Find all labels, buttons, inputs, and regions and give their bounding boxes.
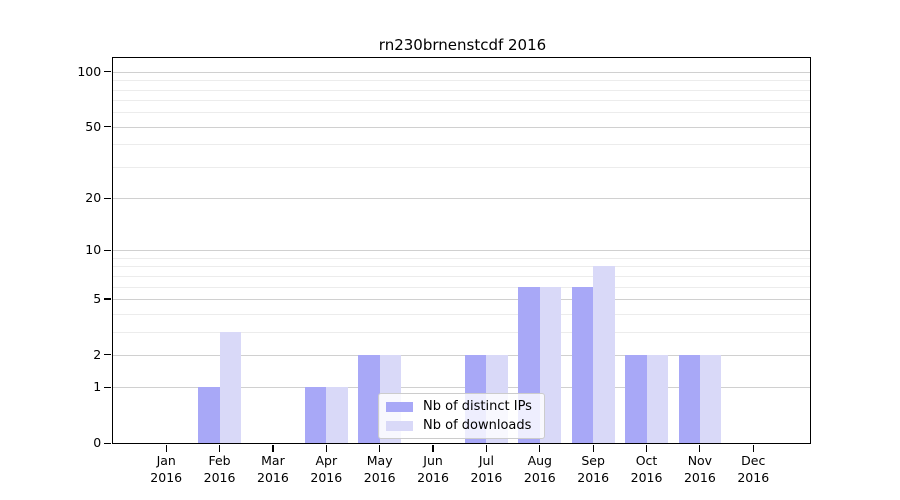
x-tick-mark (699, 445, 701, 452)
y-tick-label: 5 (93, 291, 102, 306)
bar-distinct-ips (571, 286, 594, 444)
minor-gridline (113, 100, 811, 102)
x-tick-label: Nov 2016 (683, 453, 716, 486)
minor-gridline (113, 257, 811, 259)
x-tick-mark (218, 445, 221, 452)
chart-title: rn230brnenstcdf 2016 (378, 36, 547, 54)
bar-distinct-ips (625, 354, 647, 444)
y-tick-mark (104, 71, 112, 73)
y-tick-label: 20 (85, 190, 102, 206)
bar-downloads (646, 354, 668, 444)
legend-swatch (386, 420, 413, 431)
x-tick-mark (539, 445, 541, 452)
x-tick-mark (485, 445, 487, 452)
y-tick-label: 50 (85, 118, 102, 134)
major-gridline (113, 126, 811, 128)
y-tick-label: 1 (93, 379, 102, 395)
minor-gridline (113, 266, 811, 268)
y-tick-label: 2 (93, 346, 102, 362)
x-tick-label: Aug 2016 (523, 453, 556, 486)
bar-downloads (699, 354, 722, 444)
major-gridline (113, 198, 811, 200)
x-tick-label: Dec 2016 (737, 453, 770, 486)
x-tick-label: Jun 2016 (417, 453, 449, 486)
legend-label: Nb of distinct IPs (423, 399, 532, 414)
bar-distinct-ips (358, 354, 380, 444)
major-gridline (113, 299, 811, 300)
bar-distinct-ips (198, 387, 220, 444)
x-tick-label: Sep 2016 (577, 453, 610, 486)
legend: Nb of distinct IPs Nb of downloads (378, 393, 545, 439)
minor-gridline (113, 331, 811, 333)
x-tick-mark (165, 445, 167, 452)
y-tick-mark (104, 126, 112, 128)
x-tick-label: May 2016 (363, 453, 396, 486)
x-tick-label: Mar 2016 (257, 453, 289, 486)
x-tick-mark (379, 445, 381, 452)
legend-entry: Nb of downloads (386, 418, 532, 433)
minor-gridline (113, 89, 811, 91)
y-tick-label: 10 (85, 242, 102, 258)
major-gridline (113, 71, 811, 73)
y-tick-label: 100 (77, 63, 102, 79)
bar-distinct-ips (678, 354, 700, 444)
y-tick-mark (104, 197, 112, 199)
y-tick-label: 0 (93, 435, 102, 451)
plot-area: 0 1 2 5 10 20 50 100 Jan 2016 Feb 2016 Mar 2016 Apr 201… (77, 57, 812, 485)
minor-gridline (113, 112, 811, 114)
bar-distinct-ips (304, 387, 327, 444)
x-tick-mark (325, 445, 327, 452)
x-tick-mark (752, 445, 754, 452)
x-tick-label: Jan 2016 (150, 453, 183, 486)
bar-downloads (593, 266, 615, 444)
major-gridline (113, 387, 811, 389)
bar-downloads (326, 387, 348, 444)
x-tick-mark (272, 445, 274, 452)
y-tick-mark (104, 442, 112, 444)
y-tick-mark (104, 354, 112, 356)
x-tick-label: Oct 2016 (630, 453, 663, 486)
x-tick-label: Apr 2016 (310, 453, 343, 486)
y-tick-mark (104, 298, 112, 300)
minor-gridline (113, 80, 811, 82)
minor-gridline (113, 275, 811, 277)
minor-gridline (113, 144, 811, 146)
x-tick-mark (592, 445, 594, 452)
legend-label: Nb of downloads (423, 418, 532, 433)
legend-swatch (386, 401, 413, 412)
bar-downloads (539, 286, 562, 444)
x-tick-label: Jul 2016 (470, 453, 503, 486)
x-tick-label: Feb 2016 (203, 453, 236, 486)
x-tick-mark (432, 445, 434, 452)
minor-gridline (113, 166, 811, 168)
major-gridline (113, 250, 811, 252)
y-tick-mark (104, 249, 112, 251)
y-tick-mark (104, 386, 112, 388)
major-gridline (113, 354, 811, 356)
bar-downloads (219, 331, 241, 444)
x-tick-mark (645, 445, 648, 452)
legend-entry: Nb of distinct IPs (386, 399, 532, 414)
minor-gridline (113, 313, 811, 315)
minor-gridline (113, 286, 811, 288)
